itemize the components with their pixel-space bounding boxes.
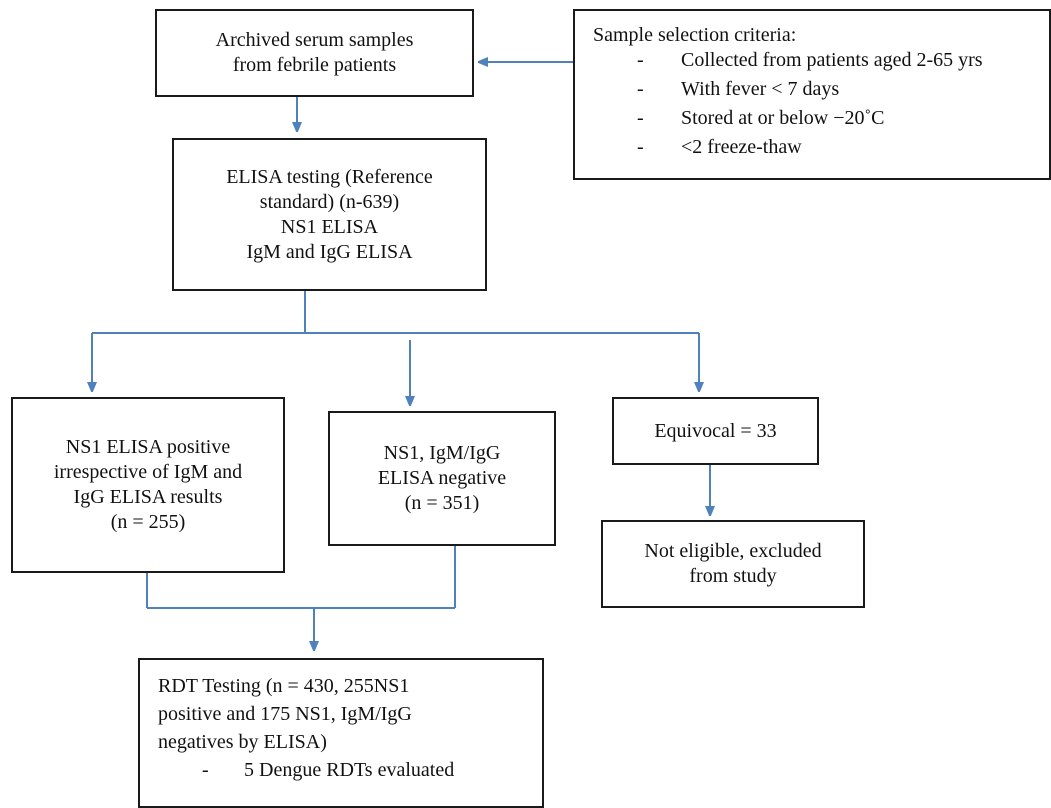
rdt-line-3: negatives by ELISA)	[158, 731, 327, 753]
ns1-positive-line-1: NS1 ELISA positive	[65, 436, 231, 458]
criteria-bullet: -	[637, 107, 644, 129]
criteria-item-text: Stored at or below −20˚C	[681, 107, 885, 129]
not-eligible-line-2: from study	[689, 565, 777, 587]
criteria-item-text: <2 freeze-thaw	[681, 136, 802, 158]
archived-line-2: from febrile patients	[232, 54, 397, 76]
criteria-bullet: -	[637, 49, 644, 71]
not-eligible-line-1: Not eligible, excluded	[644, 540, 822, 562]
archived-samples-box: Archived serum samples from febrile pati…	[155, 9, 474, 97]
equivocal-box: Equivocal = 33	[612, 397, 819, 465]
elisa-line-4: IgM and IgG ELISA	[246, 240, 413, 263]
criteria-bullet: -	[637, 78, 644, 100]
rdt-line-1: RDT Testing (n = 430, 255NS1	[158, 675, 410, 697]
selection-criteria-box: Sample selection criteria: - Collected f…	[573, 9, 1051, 180]
not-eligible-box: Not eligible, excluded from study	[601, 520, 865, 608]
ns1-positive-line-3: IgG ELISA results	[73, 486, 223, 508]
negative-line-3: (n = 351)	[404, 492, 480, 514]
criteria-item-text: Collected from patients aged 2-65 yrs	[681, 49, 983, 71]
elisa-line-3: NS1 ELISA	[280, 215, 379, 238]
rdt-testing-box: RDT Testing (n = 430, 255NS1 positive an…	[138, 658, 544, 808]
negative-line-2: ELISA negative	[377, 467, 507, 489]
criteria-bullet: -	[637, 136, 644, 158]
ns1-positive-line-4: (n = 255)	[110, 511, 186, 533]
rdt-line-2: positive and 175 NS1, IgM/IgG	[158, 703, 412, 725]
elisa-testing-box: ELISA testing (Reference standard) (n-63…	[172, 138, 487, 291]
criteria-item-text: With fever < 7 days	[681, 78, 840, 100]
criteria-title: Sample selection criteria:	[593, 24, 797, 46]
ns1-positive-box: NS1 ELISA positive irrespective of IgM a…	[11, 397, 285, 573]
elisa-line-1: ELISA testing (Reference	[226, 165, 433, 188]
elisa-line-2: standard) (n-639)	[259, 190, 400, 213]
ns1-positive-line-2: irrespective of IgM and	[53, 461, 243, 483]
equivocal-label: Equivocal = 33	[654, 419, 777, 442]
negative-line-1: NS1, IgM/IgG	[383, 442, 501, 464]
elisa-negative-box: NS1, IgM/IgG ELISA negative (n = 351)	[328, 411, 556, 546]
archived-line-1: Archived serum samples	[215, 29, 414, 51]
rdt-bullet-text: 5 Dengue RDTs evaluated	[244, 759, 455, 781]
rdt-bullet: -	[202, 759, 209, 781]
